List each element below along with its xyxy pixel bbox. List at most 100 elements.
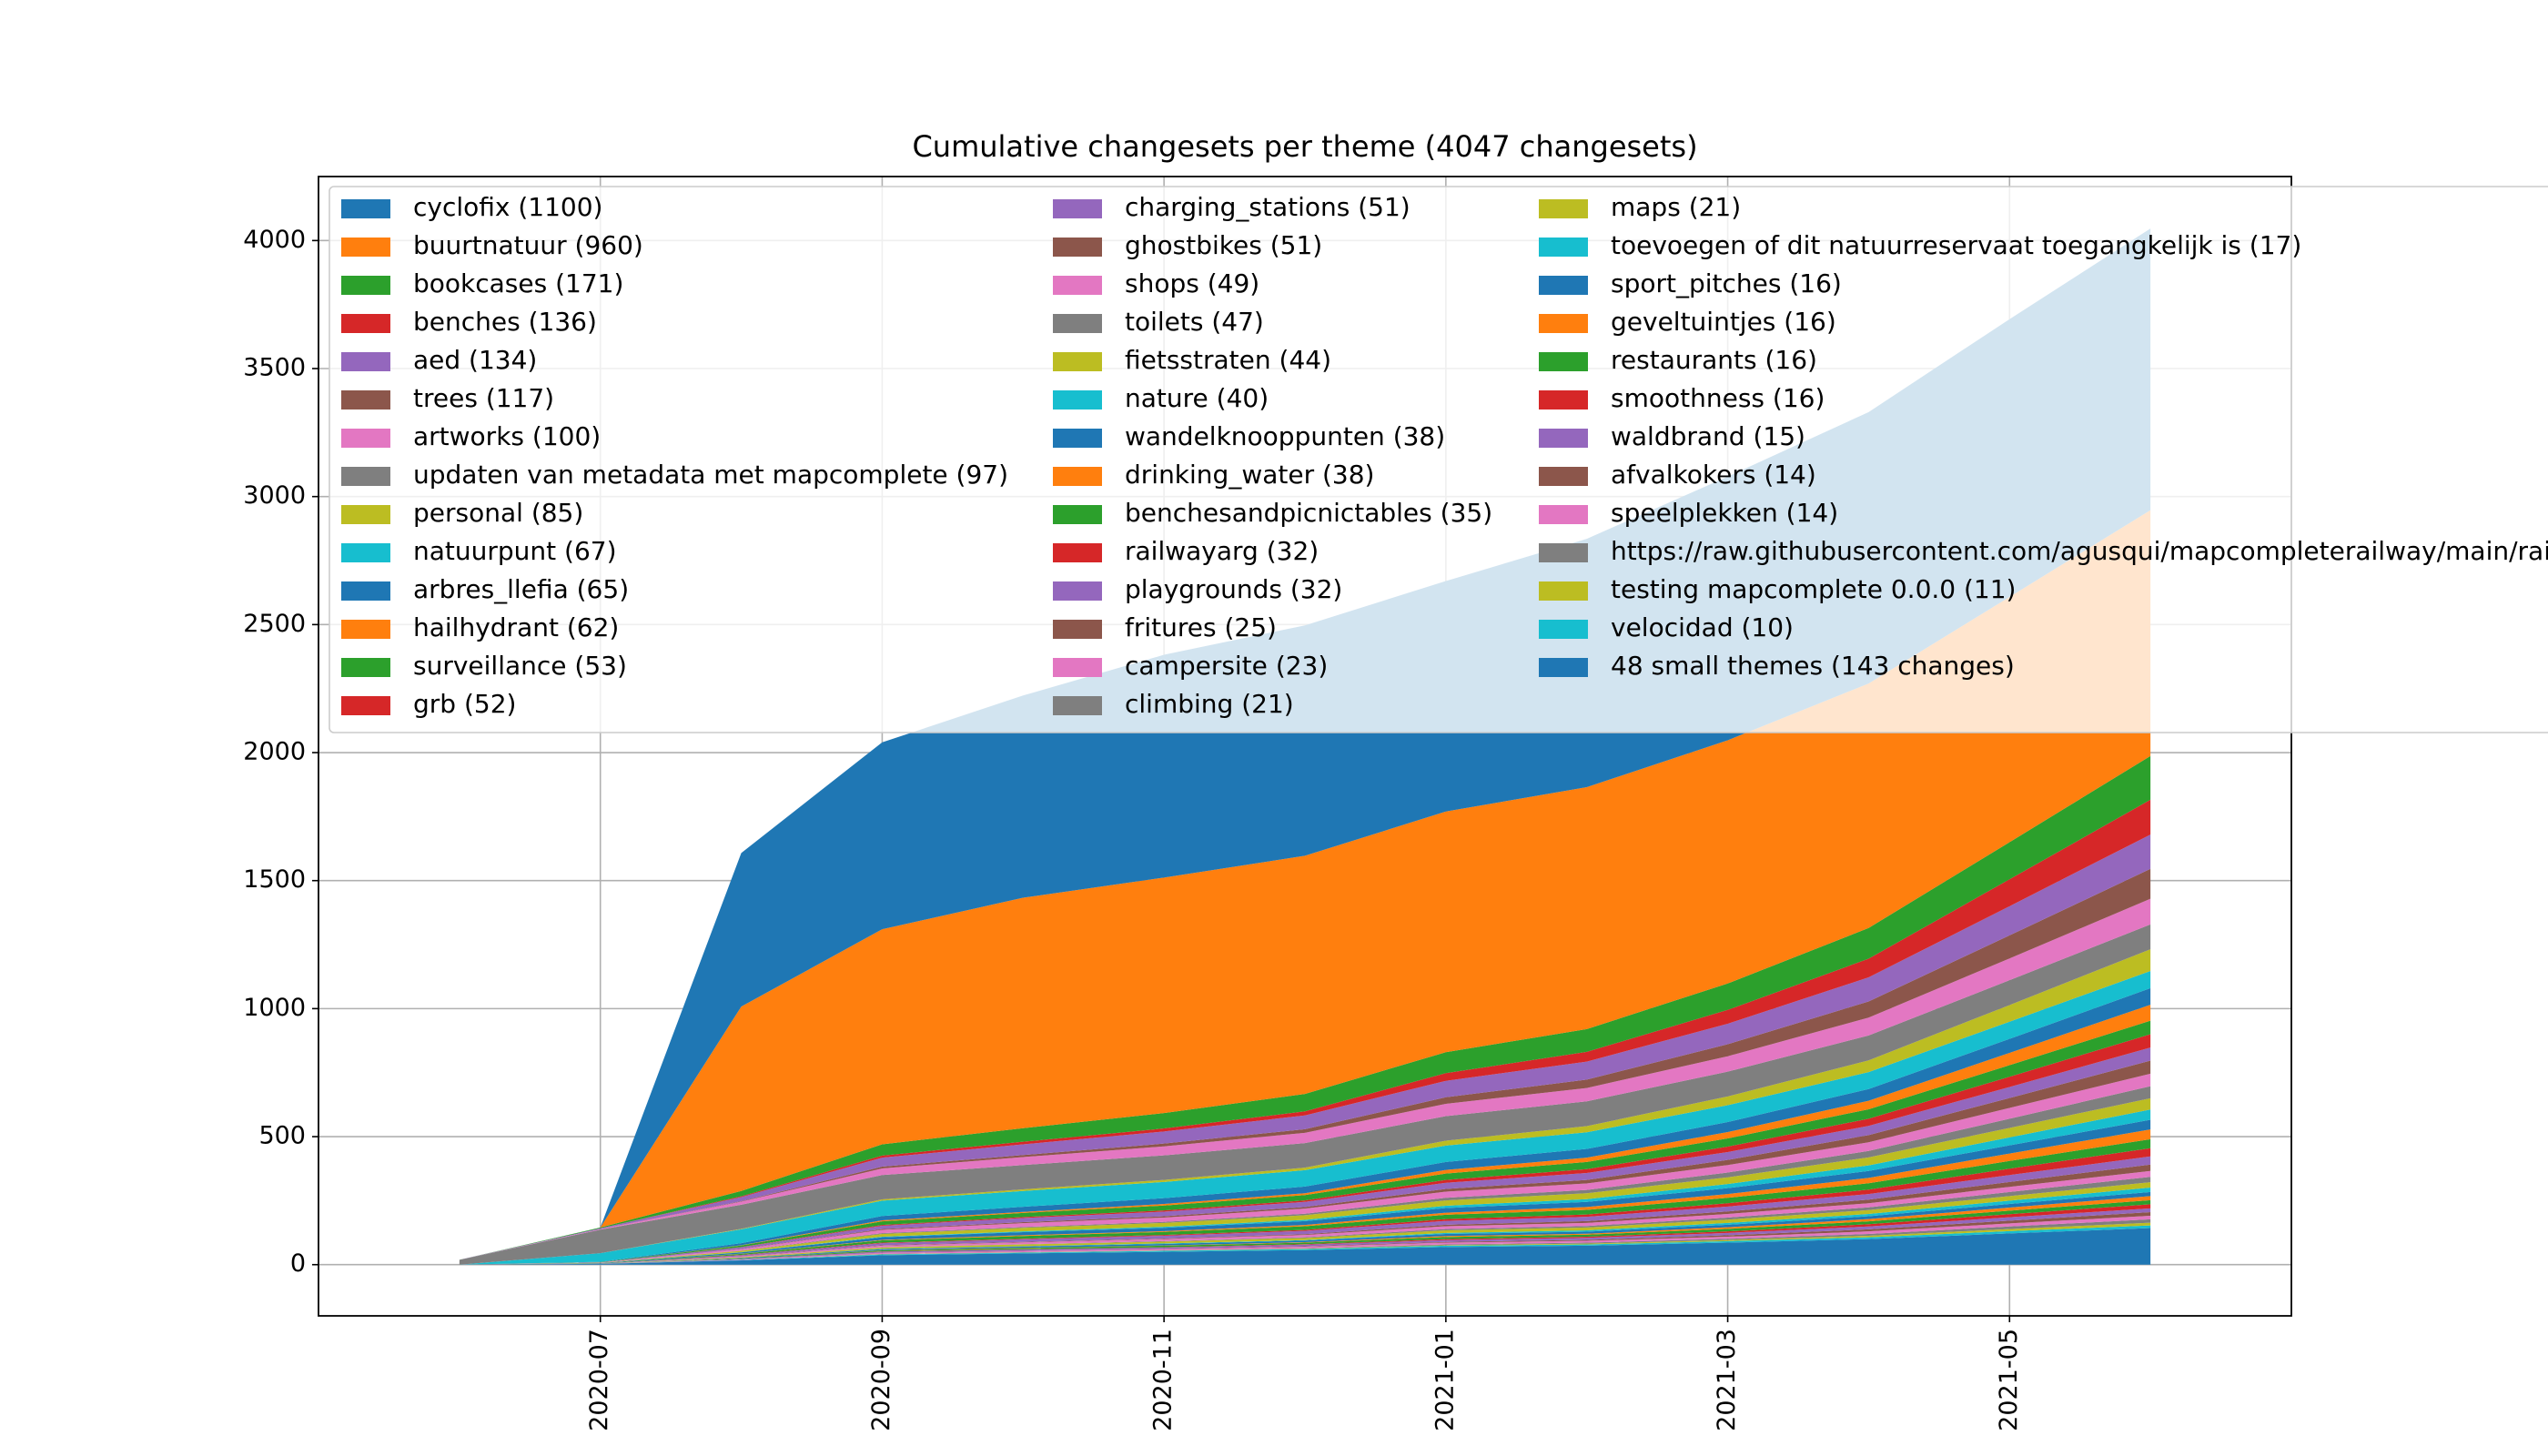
legend-label: grb (52) (413, 689, 516, 719)
legend-swatch (341, 199, 390, 218)
legend-swatch (341, 276, 390, 295)
legend-label: fietsstraten (44) (1125, 345, 1331, 375)
legend-swatch (1539, 581, 1588, 601)
y-tick-label: 500 (258, 1122, 306, 1150)
legend-label: toevoegen of dit natuurreservaat toegang… (1611, 230, 2301, 260)
legend-swatch (1539, 238, 1588, 257)
legend-swatch (341, 238, 390, 257)
y-tick-label: 1000 (243, 994, 306, 1022)
legend-label: smoothness (16) (1611, 383, 1825, 413)
y-tick-label: 3000 (243, 481, 306, 510)
legend-swatch (341, 314, 390, 333)
y-tick-label: 1500 (243, 865, 306, 894)
legend-swatch (1053, 238, 1102, 257)
legend-label: velocidad (10) (1611, 612, 1794, 642)
legend-label: playgrounds (32) (1125, 574, 1342, 604)
legend-swatch (1539, 620, 1588, 639)
legend-label: 48 small themes (143 changes) (1611, 651, 2015, 681)
legend-label: arbres_llefia (65) (413, 574, 629, 604)
area (459, 898, 2151, 1260)
legend-swatch (341, 658, 390, 677)
legend-swatch (1053, 390, 1102, 410)
legend-label: nature (40) (1125, 383, 1269, 413)
legend-label: drinking_water (38) (1125, 460, 1374, 490)
legend-label: natuurpunt (67) (413, 536, 617, 566)
chart-title: Cumulative changesets per theme (4047 ch… (912, 129, 1697, 164)
legend-label: fritures (25) (1125, 612, 1277, 642)
legend-swatch (1053, 276, 1102, 295)
x-tick-label: 2021-03 (1713, 1329, 1741, 1431)
legend-swatch (1053, 696, 1102, 715)
legend-label: waldbrand (15) (1611, 421, 1805, 451)
legend-label: speelplekken (14) (1611, 498, 1838, 528)
legend-label: testing mapcomplete 0.0.0 (11) (1611, 574, 2016, 604)
legend-label: restaurants (16) (1611, 345, 1817, 375)
legend-swatch (1053, 314, 1102, 333)
y-tick-label: 3500 (243, 354, 306, 382)
y-tick-label: 2500 (243, 610, 306, 638)
legend-label: maps (21) (1611, 192, 1741, 222)
legend-swatch (1053, 543, 1102, 562)
y-tick-label: 0 (290, 1249, 306, 1278)
legend-swatch (1539, 467, 1588, 486)
legend-swatch (341, 620, 390, 639)
legend-swatch (341, 581, 390, 601)
x-tick-label: 2020-07 (585, 1329, 613, 1431)
x-tick-label: 2021-01 (1431, 1329, 1459, 1431)
legend-swatch (1053, 199, 1102, 218)
legend-label: https://raw.githubusercontent.com/agusqu… (1611, 536, 2548, 566)
legend-swatch (1053, 352, 1102, 371)
legend-swatch (341, 543, 390, 562)
legend-swatch (1053, 467, 1102, 486)
area (459, 1228, 2151, 1265)
legend-label: charging_stations (51) (1125, 192, 1410, 222)
legend-swatch (1053, 505, 1102, 524)
legend-swatch (341, 429, 390, 448)
legend-swatch (341, 352, 390, 371)
area (459, 1225, 2151, 1265)
legend-label: benches (136) (413, 307, 597, 337)
legend-swatch (1539, 429, 1588, 448)
plot-frame (318, 176, 2292, 1317)
legend-label: artworks (100) (413, 421, 601, 451)
legend-swatch (1539, 352, 1588, 371)
legend-swatch (1539, 390, 1588, 410)
area (459, 510, 2151, 1260)
legend-label: updaten van metadata met mapcomplete (97… (413, 460, 1008, 490)
x-tick-label: 2020-11 (1149, 1329, 1178, 1431)
legend-swatch (1539, 658, 1588, 677)
legend-label: hailhydrant (62) (413, 612, 619, 642)
legend-label: wandelknooppunten (38) (1125, 421, 1445, 451)
legend-label: cyclofix (1100) (413, 192, 602, 222)
x-tick-label: 2020-09 (867, 1329, 895, 1431)
legend-label: surveillance (53) (413, 651, 627, 681)
legend-swatch (341, 390, 390, 410)
legend-swatch (341, 467, 390, 486)
legend-swatch (341, 696, 390, 715)
legend-label: afvalkokers (14) (1611, 460, 1816, 490)
legend-swatch (1539, 314, 1588, 333)
legend-swatch (1053, 581, 1102, 601)
x-tick-label: 2021-05 (1995, 1329, 2023, 1431)
y-tick-label: 4000 (243, 226, 306, 254)
legend-label: bookcases (171) (413, 268, 623, 298)
legend-label: personal (85) (413, 498, 583, 528)
legend-swatch (1539, 505, 1588, 524)
legend-swatch (1053, 620, 1102, 639)
legend-label: aed (134) (413, 345, 537, 375)
legend-label: sport_pitches (16) (1611, 268, 1842, 298)
legend-label: geveltuintjes (16) (1611, 307, 1836, 337)
legend-label: ghostbikes (51) (1125, 230, 1322, 260)
legend-swatch (1539, 199, 1588, 218)
area (459, 924, 2151, 1265)
legend-swatch (1539, 276, 1588, 295)
legend-label: campersite (23) (1125, 651, 1328, 681)
legend-swatch (1053, 429, 1102, 448)
legend-label: benchesandpicnictables (35) (1125, 498, 1492, 528)
legend-box (329, 186, 2548, 733)
legend-label: toilets (47) (1125, 307, 1264, 337)
legend-swatch (341, 505, 390, 524)
legend-swatch (1053, 658, 1102, 677)
legend-label: trees (117) (413, 383, 554, 413)
